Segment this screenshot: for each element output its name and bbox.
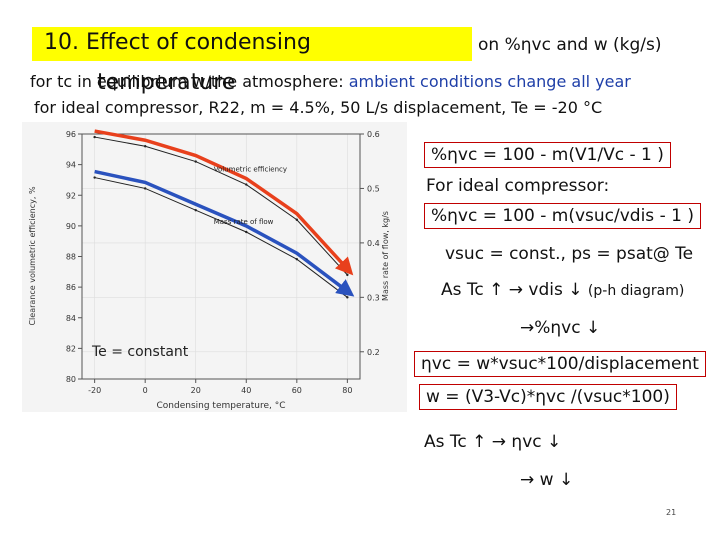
eq-mass-flow: w = (V3-Vc)*ηvc /(vsuc*100) [419, 384, 677, 410]
title-highlight [32, 27, 472, 61]
tc-increase-text: As Tc ↑ → vdis ↓ [441, 280, 583, 300]
y-left-tick-label: 96 [66, 130, 76, 139]
eq-eta-mass-flow: ηvc = w*vsuc*100/displacement [414, 351, 706, 377]
mass-rate-of-flow-overlay [94, 169, 355, 297]
x-tick-label: -20 [88, 386, 101, 395]
y-right-tick-label: 0.3 [367, 293, 380, 302]
tc-eta-line: As Tc ↑ → ηvc ↓ [424, 432, 562, 452]
slide-title: 10. Effect of condensing [44, 30, 311, 55]
y-right-tick-label: 0.2 [367, 348, 380, 357]
mass-rate-of-flow-curve [94, 177, 348, 298]
context-line: for tc in equilibrium w/the atmosphere: … [30, 72, 631, 91]
volumetric-efficiency-point [143, 145, 147, 148]
w-decrease-line: → w ↓ [520, 470, 574, 490]
mass-rate-of-flow-point [295, 258, 299, 261]
y-left-tick-label: 92 [66, 191, 76, 200]
x-axis-ticks: -20 0 20 40 60 80 [88, 379, 352, 395]
y-left-axis-label: Clearance volumetric efficiency, % [28, 186, 37, 325]
mass-rate-of-flow-point [245, 230, 248, 234]
volumetric-efficiency-point [295, 218, 299, 221]
mass-rate-of-flow-point [194, 209, 197, 212]
mass-rate-of-flow-point [93, 176, 96, 179]
x-tick-label: 80 [342, 386, 352, 395]
y-right-tick-label: 0.6 [367, 130, 380, 139]
volumetric-efficiency-overlay [94, 129, 354, 276]
y-left-ticks: 80 82 84 86 88 90 92 94 96 [66, 130, 82, 384]
context-highlight: ambient conditions change all year [348, 72, 631, 91]
y-left-tick-label: 80 [66, 375, 76, 384]
y-left-tick-label: 94 [66, 161, 76, 170]
x-tick-label: 40 [241, 386, 251, 395]
ideal-compressor-label: For ideal compressor: [426, 176, 610, 196]
x-tick-label: 60 [292, 386, 302, 395]
eq-ideal-volumetric-efficiency: %ηvc = 100 - m(vsuc/vdis - 1 ) [424, 203, 701, 229]
y-left-tick-label: 82 [66, 344, 76, 353]
x-tick-label: 0 [143, 386, 148, 395]
x-tick-label: 20 [191, 386, 201, 395]
mass-rate-of-flow-label: Mass rate of flow [214, 218, 274, 226]
slide-title-tail: on %ηvc and w (kg/s) [478, 35, 662, 55]
y-left-tick-label: 84 [66, 314, 76, 323]
y-left-tick-label: 86 [66, 283, 76, 292]
te-constant-annotation: Te = constant [91, 344, 189, 360]
volumetric-efficiency-point [194, 160, 197, 163]
conditions-line: for ideal compressor, R22, m = 4.5%, 50 … [34, 98, 603, 117]
y-right-tick-label: 0.5 [367, 184, 380, 193]
page-number: 21 [666, 508, 677, 517]
volumetric-efficiency-point [346, 273, 349, 277]
y-right-ticks: 0.2 0.3 0.4 0.5 0.6 [360, 130, 380, 357]
ph-diagram-note: (p-h diagram) [587, 283, 685, 299]
volumetric-efficiency-label: Volumetric efficiency [214, 166, 287, 174]
tc-increase-line: As Tc ↑ → vdis ↓ (p-h diagram) [441, 280, 684, 300]
x-axis-label: Condensing temperature, °C [157, 401, 286, 411]
volumetric-efficiency-point [245, 183, 248, 186]
y-right-tick-label: 0.4 [367, 239, 380, 248]
slide-title-second-line: temperature [97, 70, 236, 95]
vsuc-constant-line: vsuc = const., ps = psat@ Te [445, 244, 694, 264]
mass-rate-of-flow-point [346, 296, 349, 299]
y-right-axis-label: Mass rate of flow, kg/s [381, 211, 390, 301]
eta-decrease-line: →%ηvc ↓ [520, 318, 601, 338]
volumetric-efficiency-point [93, 135, 96, 139]
y-left-tick-label: 90 [66, 222, 76, 231]
chart-series: Volumetric efficiency Mass rate of flow [93, 129, 355, 299]
y-left-tick-label: 88 [66, 253, 76, 262]
context-prefix: for tc in equilibrium w/the atmosphere: [30, 72, 349, 91]
eq-volumetric-efficiency: %ηvc = 100 - m(V1/Vc - 1 ) [424, 142, 671, 168]
volumetric-efficiency-curve [94, 136, 348, 276]
mass-rate-of-flow-point [143, 187, 147, 190]
chart-gridlines [82, 133, 360, 379]
